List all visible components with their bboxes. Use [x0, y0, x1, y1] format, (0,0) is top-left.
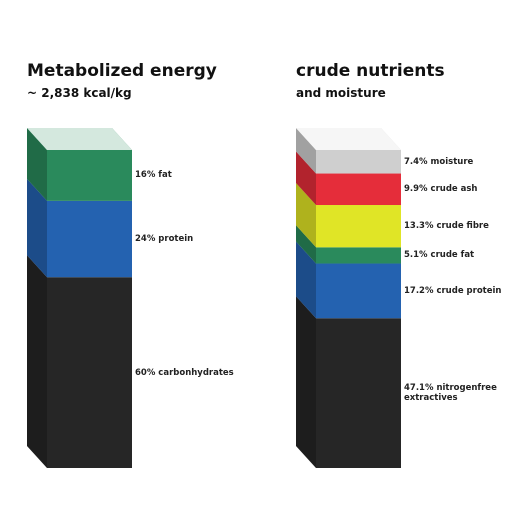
bar-side — [296, 183, 316, 248]
side-shade — [296, 296, 316, 468]
bar-top-light — [296, 128, 401, 150]
bar-side — [296, 241, 316, 319]
bar-segment — [316, 150, 401, 174]
side-shade — [296, 128, 316, 174]
segment-label: 16% fat — [135, 170, 172, 181]
bar-side — [27, 255, 47, 468]
side-shade — [27, 178, 47, 278]
side-shade — [27, 255, 47, 468]
bar-segment — [316, 205, 401, 248]
side-shade — [27, 128, 47, 201]
bar-top-light — [27, 128, 132, 150]
bar-segment — [47, 150, 132, 201]
side-shade — [296, 183, 316, 248]
side-shade — [296, 241, 316, 319]
bar-side — [296, 151, 316, 206]
bar-side — [296, 296, 316, 468]
bar-segment — [316, 173, 401, 206]
chart-title: Metabolized energy — [27, 61, 217, 81]
segment-label: 24% protein — [135, 234, 194, 245]
bar-side — [27, 128, 47, 201]
segment-label: 5.1% crude fat — [404, 250, 475, 261]
bar-segment — [316, 247, 401, 264]
bar-side — [296, 128, 316, 174]
bar-side — [27, 178, 47, 278]
segment-label: 7.4% moisture — [404, 156, 474, 167]
bar-side — [296, 225, 316, 264]
bar-segment — [316, 318, 401, 468]
bar-segment — [47, 277, 132, 468]
segment-label: 13.3% crude fibre — [404, 221, 489, 232]
chart-subtitle: and moisture — [296, 86, 386, 100]
bar-segment — [47, 200, 132, 278]
chart-subtitle: ~ 2,838 kcal/kg — [27, 86, 132, 100]
segment-label: 47.1% nitrogenfree extractives — [404, 383, 497, 404]
segment-label: 9.9% crude ash — [404, 184, 478, 195]
bar-segment — [316, 263, 401, 319]
chart-title: crude nutrients — [296, 61, 445, 81]
segment-label: 17.2% crude protein — [404, 285, 502, 296]
segment-label: 60% carbonhydrates — [135, 367, 234, 378]
side-shade — [296, 225, 316, 264]
side-shade — [296, 151, 316, 206]
